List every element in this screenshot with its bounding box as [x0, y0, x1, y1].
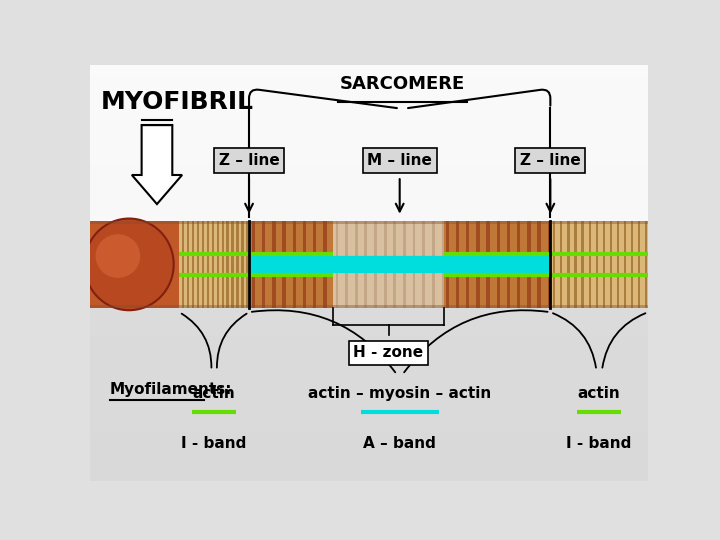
FancyBboxPatch shape: [333, 221, 337, 308]
FancyBboxPatch shape: [446, 221, 449, 308]
FancyBboxPatch shape: [90, 221, 179, 308]
FancyBboxPatch shape: [364, 221, 367, 308]
FancyBboxPatch shape: [90, 65, 648, 221]
FancyBboxPatch shape: [182, 221, 184, 308]
Text: Z – line: Z – line: [219, 153, 279, 168]
FancyBboxPatch shape: [403, 221, 406, 308]
FancyBboxPatch shape: [217, 221, 219, 308]
FancyBboxPatch shape: [90, 305, 648, 308]
Text: A – band: A – band: [364, 436, 436, 451]
Polygon shape: [132, 125, 182, 204]
FancyBboxPatch shape: [405, 221, 408, 308]
FancyBboxPatch shape: [202, 221, 204, 308]
FancyBboxPatch shape: [354, 221, 357, 308]
FancyBboxPatch shape: [441, 221, 444, 308]
Text: M – line: M – line: [367, 153, 432, 168]
FancyBboxPatch shape: [222, 221, 224, 308]
FancyBboxPatch shape: [384, 221, 387, 308]
FancyBboxPatch shape: [393, 221, 396, 308]
FancyBboxPatch shape: [595, 221, 598, 308]
Text: I - band: I - band: [181, 436, 247, 451]
FancyBboxPatch shape: [303, 221, 306, 308]
FancyBboxPatch shape: [537, 221, 541, 308]
FancyBboxPatch shape: [282, 221, 286, 308]
FancyBboxPatch shape: [333, 221, 444, 308]
FancyBboxPatch shape: [517, 221, 521, 308]
FancyBboxPatch shape: [603, 221, 605, 308]
FancyBboxPatch shape: [415, 221, 418, 308]
FancyBboxPatch shape: [426, 221, 428, 308]
FancyBboxPatch shape: [527, 221, 531, 308]
FancyBboxPatch shape: [553, 221, 555, 308]
FancyBboxPatch shape: [272, 221, 276, 308]
FancyBboxPatch shape: [374, 221, 377, 308]
FancyBboxPatch shape: [187, 221, 189, 308]
FancyBboxPatch shape: [487, 221, 490, 308]
FancyBboxPatch shape: [355, 221, 358, 308]
FancyBboxPatch shape: [497, 221, 500, 308]
FancyBboxPatch shape: [624, 221, 626, 308]
Text: SARCOMERE: SARCOMERE: [340, 75, 465, 93]
FancyBboxPatch shape: [374, 221, 377, 308]
FancyBboxPatch shape: [192, 221, 194, 308]
Text: actin: actin: [193, 386, 235, 401]
FancyBboxPatch shape: [292, 221, 296, 308]
FancyBboxPatch shape: [617, 221, 619, 308]
Text: Myofilaments:: Myofilaments:: [109, 382, 232, 396]
FancyBboxPatch shape: [575, 221, 577, 308]
FancyBboxPatch shape: [231, 221, 234, 308]
FancyBboxPatch shape: [645, 221, 647, 308]
FancyBboxPatch shape: [436, 221, 438, 308]
Ellipse shape: [96, 234, 140, 278]
FancyBboxPatch shape: [638, 221, 640, 308]
FancyBboxPatch shape: [384, 221, 388, 308]
FancyBboxPatch shape: [252, 221, 255, 308]
Text: actin: actin: [577, 386, 621, 401]
FancyBboxPatch shape: [207, 221, 209, 308]
FancyBboxPatch shape: [246, 221, 248, 308]
FancyBboxPatch shape: [588, 221, 591, 308]
FancyBboxPatch shape: [432, 221, 435, 308]
FancyBboxPatch shape: [610, 221, 612, 308]
FancyBboxPatch shape: [90, 308, 648, 481]
FancyBboxPatch shape: [197, 221, 199, 308]
FancyBboxPatch shape: [466, 221, 469, 308]
FancyBboxPatch shape: [90, 221, 648, 308]
FancyBboxPatch shape: [413, 221, 415, 308]
FancyBboxPatch shape: [90, 221, 648, 224]
FancyBboxPatch shape: [547, 221, 551, 308]
FancyBboxPatch shape: [631, 221, 634, 308]
FancyBboxPatch shape: [323, 221, 327, 308]
FancyBboxPatch shape: [422, 221, 425, 308]
FancyBboxPatch shape: [582, 221, 584, 308]
FancyBboxPatch shape: [241, 221, 243, 308]
FancyBboxPatch shape: [507, 221, 510, 308]
FancyBboxPatch shape: [249, 221, 550, 308]
FancyBboxPatch shape: [212, 221, 214, 308]
Text: actin – myosin – actin: actin – myosin – actin: [308, 386, 491, 401]
Text: H - zone: H - zone: [354, 346, 423, 361]
Text: MYOFIBRIL: MYOFIBRIL: [101, 90, 254, 114]
Text: I - band: I - band: [567, 436, 632, 451]
FancyBboxPatch shape: [345, 221, 348, 308]
FancyBboxPatch shape: [364, 221, 367, 308]
FancyBboxPatch shape: [560, 221, 562, 308]
Text: Z – line: Z – line: [520, 153, 581, 168]
FancyBboxPatch shape: [262, 221, 266, 308]
FancyBboxPatch shape: [456, 221, 459, 308]
FancyBboxPatch shape: [550, 221, 648, 308]
FancyBboxPatch shape: [227, 221, 229, 308]
FancyBboxPatch shape: [343, 221, 347, 308]
FancyBboxPatch shape: [236, 221, 238, 308]
FancyBboxPatch shape: [395, 221, 398, 308]
FancyBboxPatch shape: [336, 221, 338, 308]
FancyBboxPatch shape: [567, 221, 570, 308]
FancyBboxPatch shape: [313, 221, 316, 308]
FancyBboxPatch shape: [476, 221, 480, 308]
FancyBboxPatch shape: [179, 221, 249, 308]
Ellipse shape: [84, 219, 174, 310]
